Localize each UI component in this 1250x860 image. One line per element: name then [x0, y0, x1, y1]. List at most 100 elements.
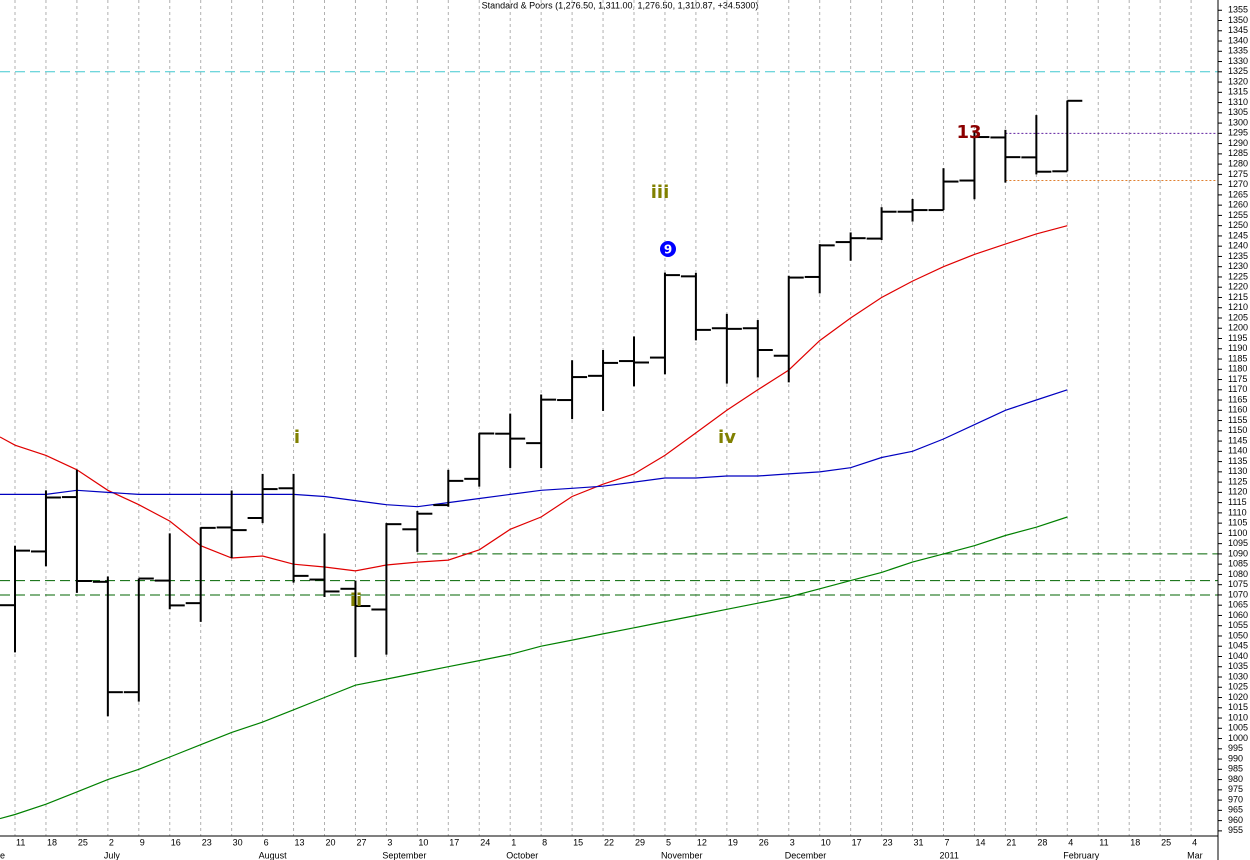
ohlc-bar: [30, 490, 61, 567]
chart-title: Standard & Poors (1,276.50, 1,311.00, 1,…: [482, 0, 759, 10]
y-tick-label: 1310: [1228, 97, 1248, 107]
y-tick-label: 1230: [1228, 261, 1248, 271]
y-tick-label: 1085: [1228, 559, 1248, 569]
y-tick-label: 1105: [1228, 518, 1247, 528]
x-group-label: October: [506, 850, 538, 860]
ohlc-bar: [278, 473, 309, 583]
x-tick-label: 7: [945, 837, 950, 847]
ohlc-bar: [866, 207, 897, 241]
y-tick-label: 1305: [1228, 107, 1248, 117]
x-tick-label: 25: [78, 837, 88, 847]
x-group-label: September: [382, 850, 426, 860]
x-tick-label: 4: [1192, 837, 1197, 847]
x-group-label: July: [104, 850, 121, 860]
y-tick-label: 1190: [1228, 343, 1247, 353]
x-tick-label: 17: [852, 837, 862, 847]
y-tick-label: 1055: [1228, 620, 1248, 630]
x-tick-label: 11: [1099, 837, 1108, 847]
y-tick-label: 1065: [1228, 600, 1248, 610]
y-tick-label: 1140: [1228, 446, 1247, 456]
x-tick-label: 23: [202, 837, 212, 847]
y-tick-label: 1020: [1228, 692, 1248, 702]
ohlc-bar: [464, 432, 495, 487]
y-tick-label: 1325: [1228, 66, 1248, 76]
y-tick-label: 1315: [1228, 87, 1248, 97]
y-tick-label: 1340: [1228, 35, 1248, 45]
y-tick-label: 1075: [1228, 579, 1248, 589]
x-group-label: February: [1063, 850, 1100, 860]
ohlc-bar: [804, 244, 835, 294]
x-group-label: November: [661, 850, 703, 860]
annotation: iv: [718, 427, 736, 448]
x-tick-label: 17: [449, 837, 459, 847]
y-tick-label: 1035: [1228, 661, 1248, 671]
y-tick-label: 1025: [1228, 682, 1248, 692]
y-tick-label: 1095: [1228, 538, 1248, 548]
annotation: ii: [350, 590, 362, 611]
y-tick-label: 1000: [1228, 733, 1248, 743]
y-tick-label: 1280: [1228, 158, 1248, 168]
y-tick-label: 1270: [1228, 179, 1248, 189]
y-tick-label: 1205: [1228, 312, 1248, 322]
x-tick-label: 24: [480, 837, 490, 847]
ohlc-bar: [711, 313, 742, 384]
y-tick-label: 1185: [1228, 353, 1247, 363]
y-tick-label: 1235: [1228, 251, 1248, 261]
y-tick-label: 1295: [1228, 128, 1248, 138]
y-tick-label: 1300: [1228, 117, 1248, 127]
y-tick-label: 1100: [1228, 528, 1247, 538]
ohlc-bar: [526, 394, 557, 468]
x-tick-label: 6: [264, 837, 269, 847]
x-tick-label: 29: [635, 837, 645, 847]
x-tick-label: 3: [387, 837, 392, 847]
y-tick-label: 980: [1228, 774, 1243, 784]
y-tick-label: 1160: [1228, 405, 1247, 415]
x-tick-label: 10: [821, 837, 831, 847]
y-tick-label: 1010: [1228, 712, 1248, 722]
ohlc-bar: [0, 545, 30, 653]
y-tick-label: 955: [1228, 825, 1243, 835]
y-tick-label: 970: [1228, 794, 1243, 804]
x-tick-label: 2: [109, 837, 114, 847]
y-tick-label: 1110: [1228, 507, 1247, 517]
x-tick-label: 20: [326, 837, 336, 847]
ohlc-bar: [835, 232, 866, 261]
y-tick-label: 1005: [1228, 723, 1248, 733]
ohlc-bar: [990, 129, 1021, 183]
ohlc-bar: [897, 198, 928, 222]
y-tick-label: 1165: [1228, 394, 1247, 404]
x-tick-label: 18: [47, 837, 57, 847]
ohlc-bar: [680, 272, 711, 341]
y-axis-panel: [1218, 0, 1250, 860]
x-group-label: e: [0, 850, 5, 860]
x-tick-label: 4: [1068, 837, 1073, 847]
y-tick-label: 1240: [1228, 241, 1248, 251]
x-group-label: 2011: [940, 850, 959, 860]
y-tick-label: 1070: [1228, 589, 1248, 599]
y-tick-label: 1255: [1228, 210, 1248, 220]
annotation: 9: [664, 243, 672, 257]
x-tick-label: 28: [1037, 837, 1047, 847]
y-tick-label: 1115: [1228, 497, 1247, 507]
moving-average-line: [0, 516, 1068, 820]
x-tick-label: 15: [573, 837, 583, 847]
y-tick-label: 1175: [1228, 374, 1247, 384]
ohlc-bar: [433, 469, 464, 507]
y-tick-label: 1350: [1228, 15, 1248, 25]
y-tick-label: 1345: [1228, 25, 1248, 35]
y-tick-label: 1290: [1228, 138, 1248, 148]
annotation-badge: [660, 241, 676, 257]
ohlc-bar: [649, 272, 680, 375]
x-tick-label: 14: [975, 837, 985, 847]
ohlc-bar: [928, 168, 959, 212]
ohlc-bar: [92, 576, 123, 717]
y-tick-label: 1155: [1228, 415, 1247, 425]
y-tick-label: 1225: [1228, 271, 1248, 281]
y-tick-label: 1125: [1228, 476, 1247, 486]
y-tick-label: 1040: [1228, 651, 1248, 661]
x-tick-label: 19: [728, 837, 738, 847]
x-tick-label: 10: [418, 837, 428, 847]
y-tick-label: 1275: [1228, 169, 1248, 179]
